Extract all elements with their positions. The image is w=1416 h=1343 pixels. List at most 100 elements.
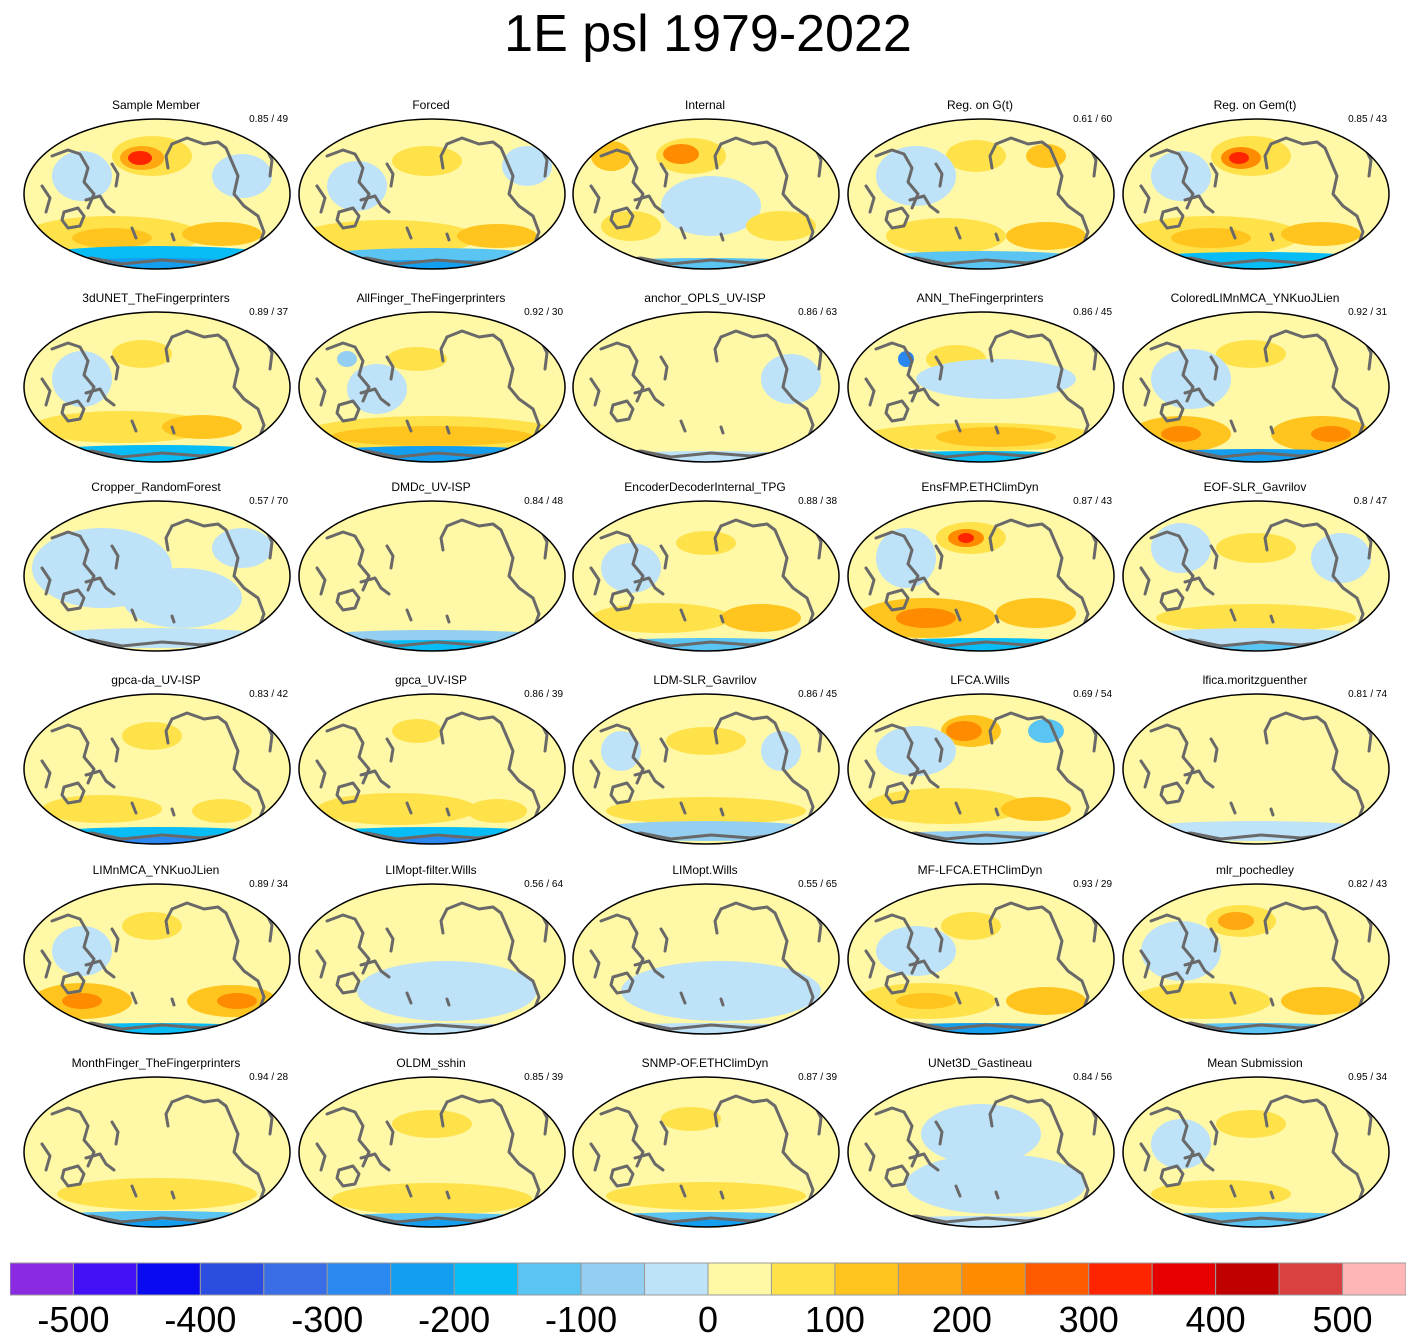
coastline — [170, 1094, 266, 1222]
coastline — [934, 162, 944, 188]
coastline — [994, 997, 1000, 1007]
panel-score: 0.85 / 39 — [524, 1072, 563, 1083]
globe-map — [847, 500, 1115, 652]
globe-map — [847, 693, 1115, 845]
coastline — [713, 142, 723, 170]
colorbar-tick-label: 200 — [931, 1299, 992, 1340]
map-panel: ColoredLIMnMCA_YNKuoJLien 0.92 / 31 — [1121, 291, 1393, 474]
panel-title: LIMopt-filter.Wills — [385, 863, 477, 877]
map-panel: MF-LFCA.ETHClimDyn 0.93 / 29 — [846, 863, 1118, 1046]
coastline — [1229, 419, 1237, 433]
anomaly-contour — [1006, 987, 1086, 1015]
anomaly-contour — [387, 347, 447, 371]
coastline — [988, 717, 998, 745]
anomaly-contour — [1171, 228, 1251, 248]
coastline — [1269, 711, 1365, 839]
anomaly-contour — [1156, 604, 1356, 632]
coastline — [679, 419, 687, 433]
coastline — [445, 518, 541, 646]
coastline — [994, 425, 1000, 435]
coastline — [60, 588, 86, 612]
coastline — [864, 377, 876, 407]
anomaly-contour — [162, 415, 242, 439]
panel-score: 0.82 / 43 — [1348, 879, 1387, 890]
coastline — [659, 162, 669, 188]
anomaly-contour — [576, 1220, 836, 1227]
colorbar-swatch — [326, 1262, 392, 1296]
coastline — [884, 781, 910, 805]
anomaly-contour — [896, 993, 956, 1009]
panel-title: MF-LFCA.ETHClimDyn — [917, 863, 1043, 877]
coastline — [1263, 142, 1273, 170]
panel-score: 0.92 / 30 — [524, 307, 563, 318]
map-panel: SNMP-OF.ETHClimDyn 0.87 / 39 — [571, 1056, 843, 1239]
coastline — [1149, 341, 1195, 403]
coastline — [994, 329, 1090, 457]
anomaly-contour — [876, 926, 956, 976]
anomaly-contour — [661, 176, 761, 236]
coastline — [84, 959, 116, 979]
map-panel: EncoderDecoderInternal_TPG 0.88 / 38 — [571, 480, 843, 663]
coastline — [359, 1152, 391, 1172]
coastline — [609, 1164, 635, 1188]
colorbar-tick-label: -500 — [37, 1299, 110, 1340]
anomaly-contour — [212, 528, 272, 568]
coastline — [385, 1120, 395, 1146]
globe-map — [847, 1076, 1115, 1228]
coastline — [1209, 544, 1219, 570]
globe-map — [23, 1076, 291, 1228]
colorbar-swatch — [263, 1262, 328, 1296]
coastline — [50, 341, 96, 403]
anomaly-contour — [1161, 426, 1201, 442]
coastline — [719, 1094, 815, 1222]
coastline — [994, 807, 1000, 817]
anomaly-contour — [886, 218, 1006, 254]
coastline — [994, 232, 1000, 242]
panel-title: mlr_pochedley — [1215, 863, 1295, 877]
anomaly-contour — [52, 351, 112, 407]
coastline — [445, 329, 541, 457]
coastline — [609, 206, 635, 230]
coastline — [633, 194, 665, 214]
anomaly-contour — [761, 354, 821, 404]
coastline — [1209, 162, 1219, 188]
coastline — [170, 1190, 176, 1200]
globe-map — [1122, 118, 1390, 270]
coastline — [170, 614, 176, 624]
coastline — [954, 991, 962, 1005]
coastline — [1139, 949, 1151, 979]
globe-map — [572, 311, 840, 463]
anomaly-contour — [302, 837, 562, 844]
colorbar-tick-label: 500 — [1312, 1299, 1373, 1340]
coastline — [719, 901, 815, 1029]
anomaly-contour — [1216, 533, 1296, 563]
colorbar-tick-label: 400 — [1185, 1299, 1246, 1340]
globe-map — [23, 311, 291, 463]
figure-title: 1E psl 1979-2022 — [504, 5, 912, 63]
coastline — [994, 136, 1090, 264]
colorbar-swatch — [1024, 1262, 1090, 1296]
coastline — [170, 425, 176, 435]
panel-title: OLDM_sshin — [396, 1056, 466, 1070]
coastline — [1183, 194, 1215, 214]
map-panel: EOF-SLR_Gavrilov 0.8 / 47 — [1121, 480, 1393, 663]
coastline — [884, 971, 910, 995]
globe-outline — [847, 1076, 1115, 1228]
globe-outline — [298, 883, 566, 1035]
panel-title: ANN_TheFingerprinters — [916, 291, 1044, 305]
coastline — [954, 801, 962, 815]
coastline — [1269, 1094, 1365, 1222]
coastline — [130, 419, 138, 433]
globe-map — [572, 500, 840, 652]
anomaly-contour — [896, 608, 956, 628]
coastline — [1269, 614, 1275, 624]
coastline — [445, 425, 451, 435]
coastline — [445, 901, 541, 1029]
colorbar-swatch — [136, 1262, 201, 1296]
anomaly-contour — [52, 151, 112, 201]
coastline — [589, 566, 601, 596]
coastline — [1209, 927, 1219, 953]
globe-map — [23, 500, 291, 652]
globe-map — [572, 118, 840, 270]
coastline — [719, 614, 725, 624]
